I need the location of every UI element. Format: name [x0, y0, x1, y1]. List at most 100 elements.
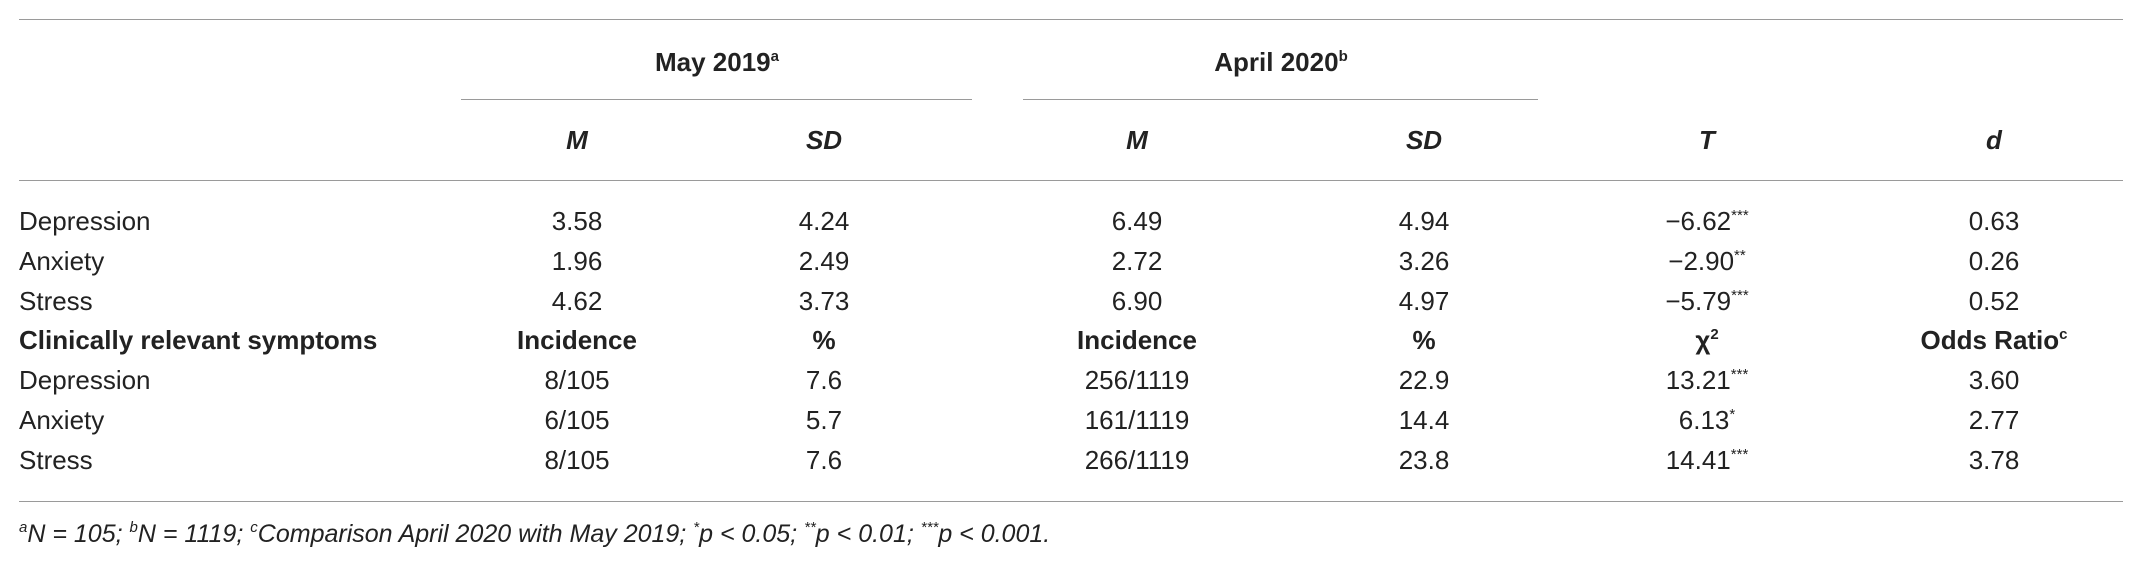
- table-cell: 6.90: [1111, 286, 1163, 316]
- row-label: Anxiety: [19, 246, 105, 276]
- table-cell: 3.73: [798, 286, 850, 316]
- cell-text: −6.62: [1665, 206, 1732, 236]
- row-label: Depression: [19, 206, 151, 236]
- table-cell: 161/1119: [1084, 405, 1190, 435]
- table-cell: 266/1119: [1084, 445, 1190, 475]
- superscript: *: [693, 519, 700, 536]
- superscript: 2: [1710, 326, 1719, 343]
- table-cell: 7.6: [805, 445, 843, 475]
- table-cell: 2.72: [1111, 246, 1163, 276]
- cell-text: 6.13: [1678, 405, 1730, 435]
- table-cell: 4.94: [1398, 206, 1450, 236]
- section-header: Clinically relevant symptoms: [19, 325, 378, 355]
- footnote-text: N = 105;: [27, 520, 123, 548]
- section-header: Odds Ratioc: [1920, 327, 2067, 353]
- table-cell: 0.52: [1968, 286, 2020, 316]
- cell-text: −2.90: [1668, 246, 1735, 276]
- table-cell: 2.49: [798, 246, 850, 276]
- column-header: SD: [1405, 125, 1443, 155]
- table-cell: 6.13*: [1679, 407, 1735, 433]
- superscript: a: [19, 519, 28, 536]
- group-header: May 2019a: [655, 49, 779, 75]
- superscript: **: [1734, 247, 1746, 264]
- table-cell: 23.8: [1398, 445, 1450, 475]
- footnote-item: cComparison April 2020 with May 2019;: [250, 520, 686, 548]
- group-rule: [461, 99, 972, 100]
- table-cell: 3.26: [1398, 246, 1450, 276]
- cell-text: Odds Ratio: [1920, 325, 2060, 355]
- superscript: ***: [1731, 207, 1749, 224]
- row-label: Depression: [19, 365, 151, 395]
- superscript: ***: [1730, 446, 1749, 463]
- table-cell: 3.58: [551, 206, 603, 236]
- superscript: **: [804, 519, 816, 536]
- table-cell: 0.63: [1968, 206, 2020, 236]
- superscript: c: [250, 519, 258, 536]
- row-label: Stress: [19, 286, 93, 316]
- footnote-text: p < 0.01;: [815, 520, 914, 548]
- top-rule: [19, 19, 2123, 20]
- superscript: c: [2059, 326, 2068, 343]
- section-header: %: [1412, 325, 1436, 355]
- footnote-item: aN = 105;: [19, 520, 123, 548]
- table-cell: 1.96: [551, 246, 603, 276]
- cell-text: May 2019: [655, 47, 771, 77]
- footnote: aN = 105; bN = 1119; cComparison April 202…: [19, 520, 1057, 549]
- superscript: a: [770, 48, 779, 65]
- section-header: Incidence: [517, 325, 637, 355]
- footnote-item: **p < 0.01;: [804, 520, 914, 548]
- table-cell: 13.21***: [1666, 367, 1749, 393]
- footnote-text: Comparison April 2020 with May 2019;: [257, 520, 687, 548]
- superscript: b: [129, 519, 138, 536]
- table-cell: 4.62: [551, 286, 603, 316]
- table-cell: 6.49: [1111, 206, 1163, 236]
- cell-text: χ: [1695, 325, 1711, 355]
- table-cell: 2.77: [1968, 405, 2020, 435]
- cell-text: April 2020: [1214, 47, 1339, 77]
- table-cell: 5.7: [805, 405, 843, 435]
- header-rule: [19, 180, 2123, 181]
- table-cell: 8/105: [544, 365, 610, 395]
- section-header: Incidence: [1077, 325, 1197, 355]
- table-cell: 14.4: [1398, 405, 1450, 435]
- cell-text: 14.41: [1665, 445, 1731, 475]
- superscript: ***: [1731, 287, 1749, 304]
- footnote-text: p < 0.05;: [699, 520, 798, 548]
- footnote-item: ***p < 0.001.: [921, 520, 1050, 548]
- row-label: Anxiety: [19, 405, 105, 435]
- section-header: %: [812, 325, 836, 355]
- footnote-item: bN = 1119;: [130, 520, 244, 548]
- section-header: χ2: [1695, 327, 1718, 353]
- column-header: M: [1126, 125, 1148, 155]
- footnote-item: *p < 0.05;: [693, 520, 797, 548]
- column-header: d: [1986, 125, 2002, 155]
- table-cell: 14.41***: [1666, 447, 1749, 473]
- table-cell: −5.79***: [1665, 288, 1748, 314]
- table-cell: −6.62***: [1665, 208, 1748, 234]
- group-rule: [1023, 99, 1538, 100]
- column-header: M: [566, 125, 588, 155]
- superscript: ***: [920, 519, 939, 536]
- column-header: SD: [805, 125, 843, 155]
- table-cell: 8/105: [544, 445, 610, 475]
- row-label: Stress: [19, 445, 93, 475]
- table-cell: 0.26: [1968, 246, 2020, 276]
- table-cell: 6/105: [544, 405, 610, 435]
- cell-text: −5.79: [1665, 286, 1732, 316]
- footnote-text: p < 0.001.: [938, 520, 1051, 548]
- table-cell: −2.90**: [1668, 248, 1745, 274]
- table-cell: 4.24: [798, 206, 850, 236]
- footnote-text: N = 1119;: [137, 520, 244, 548]
- table-cell: 3.60: [1968, 365, 2020, 395]
- superscript: b: [1338, 48, 1348, 65]
- superscript: *: [1729, 406, 1736, 423]
- table-cell: 22.9: [1398, 365, 1450, 395]
- table-cell: 3.78: [1968, 445, 2020, 475]
- table-cell: 256/1119: [1084, 365, 1190, 395]
- group-header: April 2020b: [1214, 49, 1347, 75]
- cell-text: 13.21: [1665, 365, 1731, 395]
- column-header: T: [1699, 125, 1715, 155]
- table-cell: 4.97: [1398, 286, 1450, 316]
- bottom-rule: [19, 501, 2123, 502]
